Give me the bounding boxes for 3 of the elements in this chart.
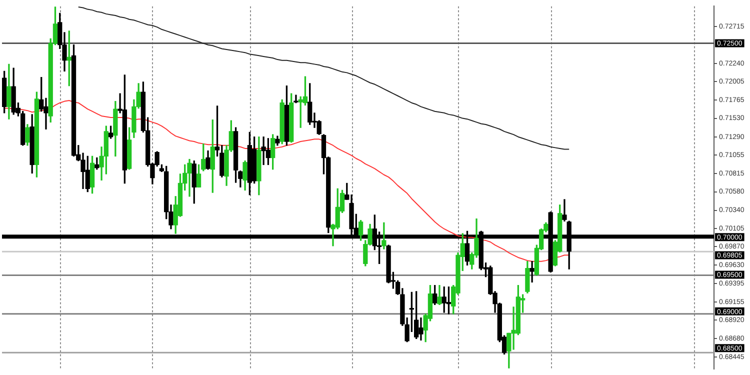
candlestick	[530, 261, 534, 283]
candlestick	[562, 199, 567, 222]
candlestick	[382, 222, 386, 250]
